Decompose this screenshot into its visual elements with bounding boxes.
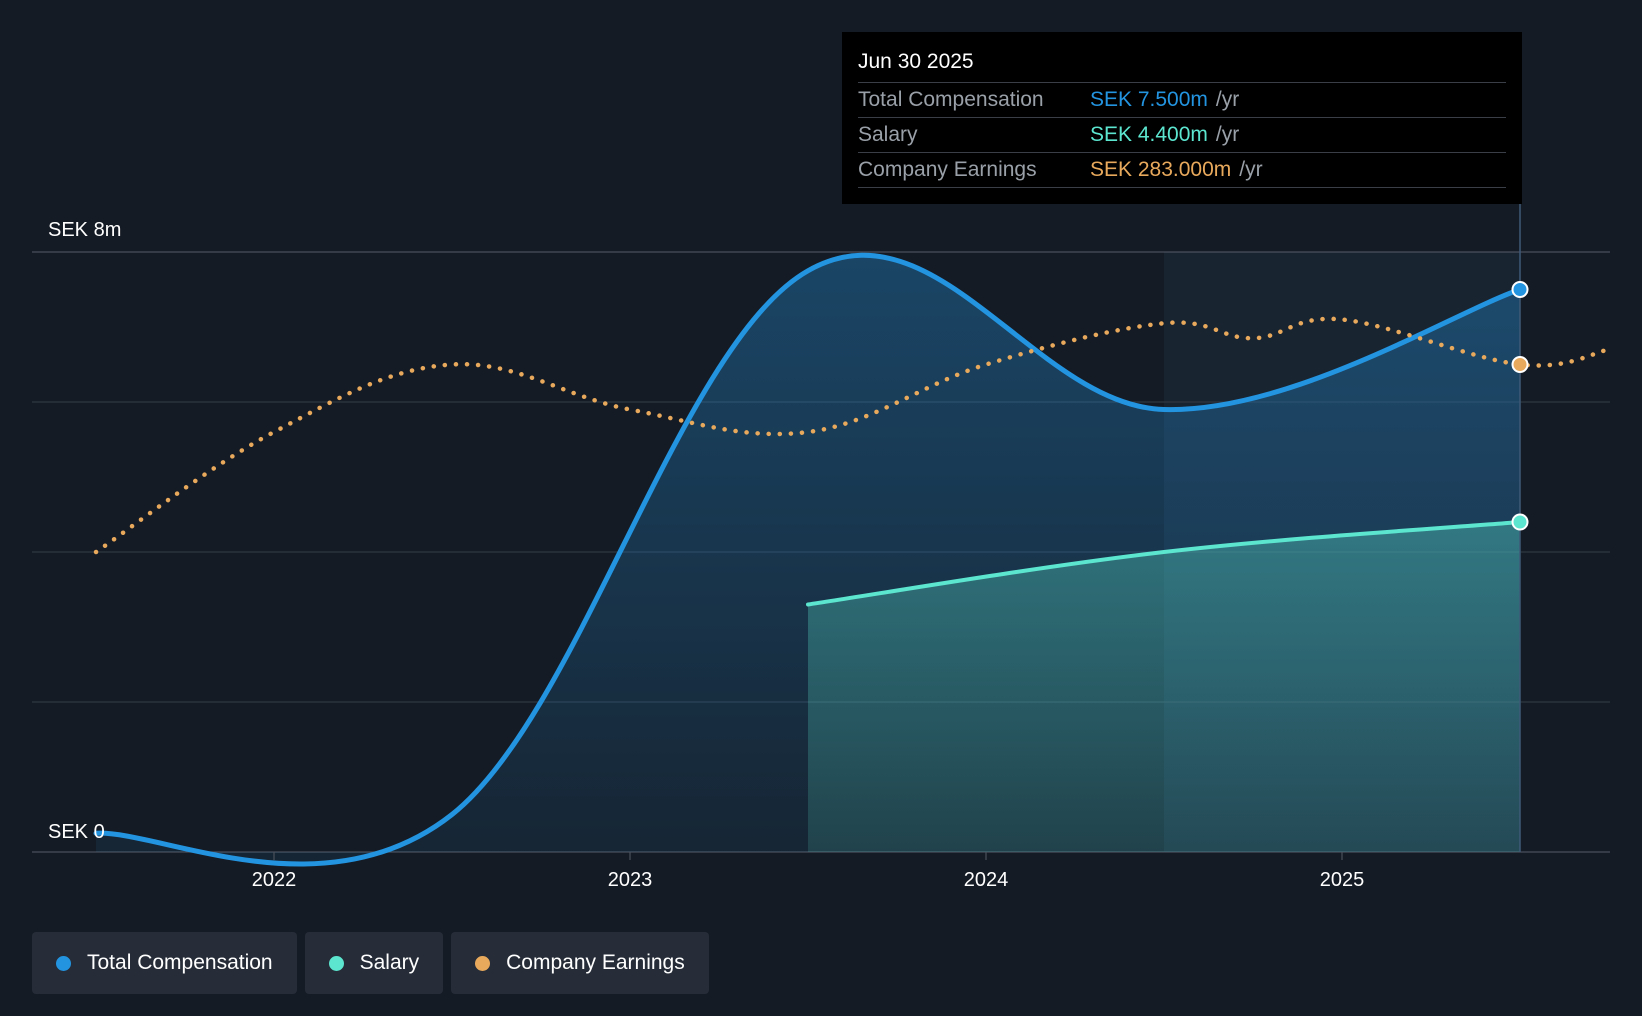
salary-line <box>806 520 1522 607</box>
chart-legend: Total Compensation Salary Company Earnin… <box>32 932 709 994</box>
x-tick-label: 2025 <box>1320 869 1365 891</box>
total-compensation-line <box>93 252 1523 867</box>
chart-tooltip: Jun 30 2025 Total Compensation SEK 7.500… <box>842 32 1522 204</box>
y-axis-bottom-label: SEK 0 <box>48 821 105 843</box>
tooltip-date: Jun 30 2025 <box>858 46 1506 83</box>
company-earnings-marker <box>1511 356 1529 373</box>
y-axis-top-label: SEK 8m <box>48 219 121 241</box>
company-earnings-line <box>93 316 1612 555</box>
salary-area <box>808 522 1520 852</box>
tooltip-row-salary: Salary SEK 4.400m /yr <box>858 118 1506 153</box>
x-tick-label: 2024 <box>964 869 1009 891</box>
legend-label: Company Earnings <box>506 951 685 974</box>
tooltip-label: Total Compensation <box>858 88 1044 111</box>
dot-icon <box>475 955 491 971</box>
dot-icon <box>328 955 344 971</box>
tooltip-unit: /yr <box>1215 88 1240 111</box>
salary-marker <box>1511 513 1529 531</box>
legend-label: Total Compensation <box>87 951 273 974</box>
tooltip-label: Salary <box>858 123 918 146</box>
tooltip-row-total: Total Compensation SEK 7.500m /yr <box>858 83 1506 118</box>
dot-icon <box>56 955 71 971</box>
legend-item-salary[interactable]: Salary <box>304 932 444 994</box>
tooltip-row-earnings: Company Earnings SEK 283.000m /yr <box>858 153 1506 188</box>
legend-item-total-compensation[interactable]: Total Compensation <box>32 932 297 994</box>
tooltip-value: SEK 7.500m <box>1090 88 1208 111</box>
tooltip-label: Company Earnings <box>858 158 1037 181</box>
total-compensation-marker <box>1511 281 1529 298</box>
tooltip-unit: /yr <box>1239 158 1263 181</box>
tooltip-unit: /yr <box>1215 123 1240 146</box>
x-tick-label: 2022 <box>252 869 297 891</box>
legend-item-company-earnings[interactable]: Company Earnings <box>451 932 709 994</box>
tooltip-value: SEK 4.400m <box>1090 123 1208 146</box>
tooltip-value: SEK 283.000m <box>1090 158 1232 181</box>
legend-label: Salary <box>359 951 420 974</box>
x-tick-label: 2023 <box>608 869 653 891</box>
